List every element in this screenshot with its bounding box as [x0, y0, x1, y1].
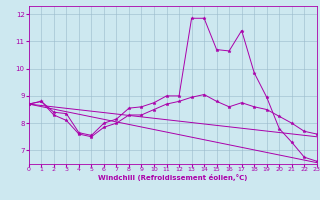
X-axis label: Windchill (Refroidissement éolien,°C): Windchill (Refroidissement éolien,°C): [98, 174, 247, 181]
